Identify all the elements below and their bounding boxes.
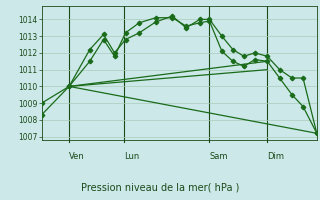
Text: Sam: Sam <box>210 152 228 161</box>
Text: Lun: Lun <box>124 152 140 161</box>
Text: Dim: Dim <box>267 152 284 161</box>
Text: Pression niveau de la mer( hPa ): Pression niveau de la mer( hPa ) <box>81 182 239 192</box>
Text: Ven: Ven <box>69 152 85 161</box>
